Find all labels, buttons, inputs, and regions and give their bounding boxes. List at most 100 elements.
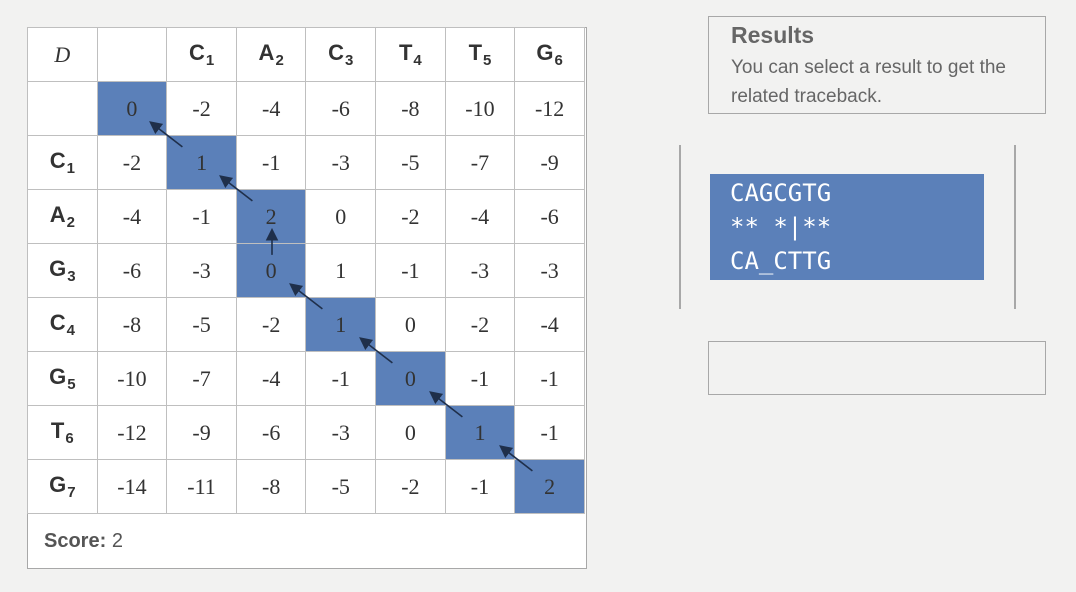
matrix-cell[interactable]: -1: [444, 459, 516, 514]
score-display: Score: 2: [44, 530, 123, 553]
results-hint: You can select a result to get the relat…: [731, 57, 1006, 107]
dp-matrix-table: D C1 A2 C3 T4 T5 G6 0 -2 -4 -6 -8 -10 -12 C1 -2 1 -1 -3 -5-…: [27, 27, 585, 514]
matrix-cell[interactable]: -5: [305, 459, 377, 514]
matrix-cell[interactable]: -1: [305, 351, 377, 406]
row-header: [27, 81, 98, 136]
row-index: 4: [66, 322, 75, 339]
column-index: 6: [554, 52, 563, 69]
row-base: G: [49, 256, 67, 281]
column-base: T: [398, 40, 413, 65]
row-index: 1: [66, 160, 75, 177]
matrix-cell[interactable]: -3: [166, 243, 237, 298]
row-index: 2: [66, 214, 75, 231]
row-header: C4: [27, 297, 98, 352]
results-list-left-border: [679, 145, 681, 309]
matrix-cell[interactable]: -6: [514, 189, 585, 244]
matrix-cell[interactable]: -12: [514, 81, 585, 136]
matrix-cell[interactable]: -7: [166, 351, 237, 406]
matrix-cell[interactable]: -1: [444, 351, 516, 406]
matrix-cell[interactable]: -3: [444, 243, 516, 298]
matrix-header-row: D C1 A2 C3 T4 T5 G6: [27, 27, 585, 82]
matrix-cell-highlighted[interactable]: 0: [96, 81, 168, 136]
matrix-row: G3 -6 -3 0 1 -1 -3 -3: [27, 243, 585, 298]
matrix-row: C4 -8 -5 -2 1 0 -2 -4: [27, 297, 585, 352]
matrix-corner-label: D: [27, 27, 98, 82]
column-base: A: [258, 40, 275, 65]
matrix-cell[interactable]: -1: [514, 405, 585, 460]
matrix-cell[interactable]: 0: [305, 189, 377, 244]
alignment-bottom-sequence: CA_CTTG: [730, 247, 832, 275]
row-base: G: [49, 364, 67, 389]
matrix-cell[interactable]: 1: [305, 243, 377, 298]
matrix-cell[interactable]: -11: [166, 459, 237, 514]
matrix-cell[interactable]: -1: [375, 243, 446, 298]
results-panel: Results You can select a result to get t…: [708, 16, 1046, 114]
matrix-cell[interactable]: -5: [375, 135, 446, 190]
matrix-cell-highlighted[interactable]: 1: [166, 135, 237, 190]
matrix-cell[interactable]: -9: [514, 135, 585, 190]
matrix-cell[interactable]: -1: [166, 189, 237, 244]
column-index: 2: [275, 52, 284, 69]
matrix-cell[interactable]: -10: [444, 81, 516, 136]
matrix-cell-highlighted[interactable]: 1: [444, 405, 516, 460]
matrix-row: 0 -2 -4 -6 -8 -10 -12: [27, 81, 585, 136]
row-base: C: [49, 148, 66, 173]
matrix-cell-highlighted[interactable]: 0: [375, 351, 446, 406]
matrix-cell[interactable]: -2: [375, 189, 446, 244]
row-header: A2: [27, 189, 98, 244]
matrix-cell-highlighted[interactable]: 2: [235, 189, 307, 244]
matrix-cell[interactable]: -12: [96, 405, 168, 460]
row-index: 5: [67, 376, 76, 393]
matrix-cell[interactable]: -2: [375, 459, 446, 514]
row-index: 6: [65, 430, 74, 447]
matrix-cell[interactable]: -8: [235, 459, 307, 514]
row-header: T6: [27, 405, 98, 460]
matrix-cell[interactable]: 0: [375, 297, 446, 352]
results-list-right-border: [1014, 145, 1016, 309]
matrix-cell[interactable]: -4: [235, 351, 307, 406]
matrix-cell[interactable]: -10: [96, 351, 168, 406]
result-item[interactable]: CAGCGTG ** *|** CA_CTTG: [710, 174, 984, 280]
matrix-cell[interactable]: -8: [375, 81, 446, 136]
matrix-cell[interactable]: -4: [235, 81, 307, 136]
matrix-cell-highlighted[interactable]: 2: [514, 459, 585, 514]
matrix-cell[interactable]: -6: [96, 243, 168, 298]
results-title: Results: [731, 22, 815, 48]
matrix-cell[interactable]: -6: [305, 81, 377, 136]
matrix-cell[interactable]: -1: [235, 135, 307, 190]
matrix-cell[interactable]: -9: [166, 405, 237, 460]
matrix-cell[interactable]: -2: [444, 297, 516, 352]
column-index: 4: [413, 52, 422, 69]
column-header: A2: [235, 27, 307, 82]
matrix-cell[interactable]: -3: [305, 405, 377, 460]
matrix-cell[interactable]: -7: [444, 135, 516, 190]
matrix-cell[interactable]: -5: [166, 297, 237, 352]
column-header: C1: [166, 27, 237, 82]
matrix-cell[interactable]: -14: [96, 459, 168, 514]
column-header: G6: [514, 27, 585, 82]
matrix-cell[interactable]: -6: [235, 405, 307, 460]
matrix-cell[interactable]: -2: [166, 81, 237, 136]
matrix-cell[interactable]: 0: [375, 405, 446, 460]
matrix-cell[interactable]: -3: [514, 243, 585, 298]
column-base: C: [188, 40, 205, 65]
row-header: G3: [27, 243, 98, 298]
matrix-cell-highlighted[interactable]: 0: [235, 243, 307, 298]
alignment-match-line: ** *|**: [730, 213, 832, 241]
matrix-cell[interactable]: -3: [305, 135, 377, 190]
row-base: C: [49, 310, 66, 335]
matrix-row: A2 -4 -1 2 0 -2 -4 -6: [27, 189, 585, 244]
matrix-cell[interactable]: -4: [444, 189, 516, 244]
matrix-cell[interactable]: -2: [96, 135, 168, 190]
traceback-panel: [708, 341, 1046, 395]
matrix-cell[interactable]: -2: [235, 297, 307, 352]
matrix-row: C1 -2 1 -1 -3 -5 -7 -9: [27, 135, 585, 190]
matrix-cell[interactable]: -4: [514, 297, 585, 352]
dp-matrix-panel: D C1 A2 C3 T4 T5 G6 0 -2 -4 -6 -8 -10 -12 C1 -2 1 -1 -3 -5-…: [27, 27, 587, 569]
matrix-cell[interactable]: -8: [96, 297, 168, 352]
matrix-row: G7 -14 -11 -8 -5 -2 -1 2: [27, 459, 585, 514]
matrix-cell[interactable]: -4: [96, 189, 168, 244]
matrix-cell[interactable]: -1: [514, 351, 585, 406]
matrix-cell-highlighted[interactable]: 1: [305, 297, 377, 352]
column-header: C3: [305, 27, 377, 82]
